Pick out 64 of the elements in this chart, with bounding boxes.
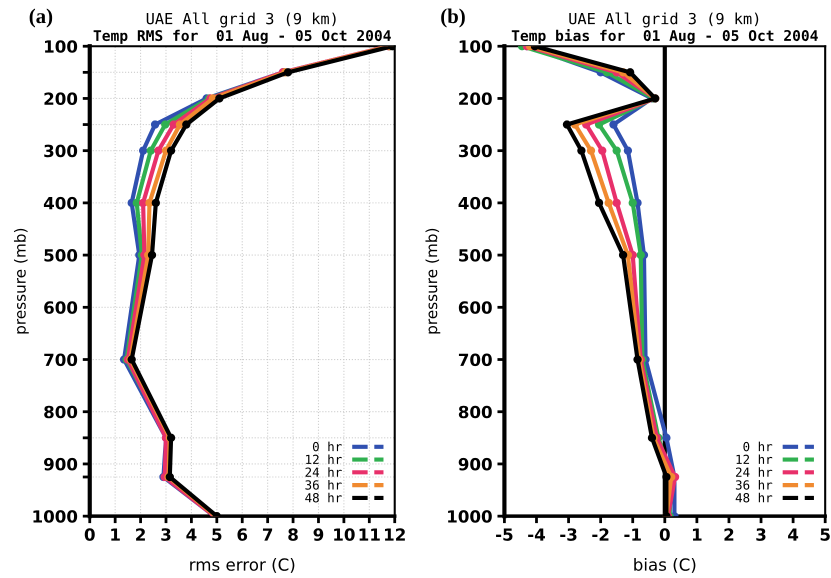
- legend-label: 48 hr: [736, 492, 772, 502]
- y-axis-title: pressure (mb): [14, 228, 29, 334]
- y-tick-label: 300: [44, 144, 78, 158]
- x-tick-label: 1: [692, 528, 702, 541]
- y-tick-label: 500: [459, 249, 492, 262]
- x-tick-label: 7: [262, 528, 272, 541]
- x-tick-label: -4: [528, 528, 545, 541]
- y-tick-label: 800: [44, 406, 78, 418]
- legend-label: 48 hr: [305, 492, 342, 502]
- x-tick-label: 11: [360, 528, 380, 541]
- y-tick-label: 400: [44, 196, 78, 210]
- legend-label: 24 hr: [736, 467, 772, 477]
- x-tick-label: 6: [237, 528, 248, 541]
- y-tick-label: 700: [44, 353, 78, 366]
- y-tick-label: 200: [44, 92, 78, 106]
- x-tick-label: 3: [756, 528, 766, 541]
- x-tick-label: 0: [660, 528, 670, 541]
- y-tick-label: 200: [459, 92, 492, 106]
- x-axis-title: rms error (C): [190, 558, 294, 573]
- x-tick-label: -5: [496, 528, 513, 541]
- x-tick-label: 2: [724, 528, 734, 541]
- legend-label: 0 hr: [312, 442, 342, 452]
- x-tick-label: 4: [788, 528, 798, 541]
- x-tick-label: -2: [592, 528, 608, 541]
- legend-label: 36 hr: [305, 480, 342, 490]
- y-tick-label: 600: [458, 301, 492, 314]
- x-tick-label: 2: [136, 528, 145, 541]
- x-tick-label: 5: [212, 528, 222, 541]
- y-tick-label: 100: [45, 40, 78, 53]
- y-axis-title: pressure (mb): [425, 228, 440, 334]
- legend-label: 0 hr: [743, 442, 772, 452]
- x-tick-label: 8: [288, 528, 298, 541]
- x-tick-label: -1: [624, 528, 641, 541]
- legend-label: 36 hr: [736, 480, 772, 490]
- x-tick-label: 4: [186, 528, 196, 541]
- text: (b): [441, 8, 465, 28]
- x-tick-label: 0: [84, 528, 95, 541]
- y-tick-label: 700: [458, 353, 492, 366]
- x-tick-label: 1: [111, 528, 120, 541]
- y-tick-label: 600: [44, 301, 78, 314]
- x-tick-label: 9: [314, 528, 324, 541]
- y-tick-label: 100: [460, 40, 492, 53]
- legend-label: 12 hr: [306, 454, 342, 464]
- y-tick-label: 800: [458, 406, 492, 418]
- y-tick-label: 1000: [448, 510, 492, 523]
- chart-title: UAE All grid 3 (9 km): [146, 12, 336, 28]
- x-axis-title: bias (C): [634, 558, 696, 573]
- legend-label: 24 hr: [306, 467, 342, 477]
- x-tick-label: 3: [161, 528, 170, 541]
- chart-subtitle: Temp bias for 01 Aug - 05 Oct 2004: [512, 29, 818, 44]
- legend-label: 12 hr: [736, 454, 772, 464]
- chart-title: UAE All grid 3 (9 km): [569, 12, 758, 28]
- x-tick-label: 12: [385, 528, 405, 541]
- chart-subtitle: Temp RMS for 01 Aug - 05 Oct 2004: [94, 30, 391, 44]
- x-tick-label: 5: [820, 528, 830, 541]
- y-tick-label: 1000: [33, 510, 78, 523]
- y-tick-label: 400: [458, 196, 492, 210]
- y-tick-label: 900: [44, 458, 78, 471]
- y-tick-label: 500: [44, 249, 78, 262]
- text: (a): [30, 8, 52, 28]
- x-tick-label: -3: [560, 528, 576, 541]
- x-tick-label: 10: [334, 528, 355, 541]
- y-tick-label: 300: [458, 144, 492, 158]
- y-tick-label: 900: [458, 458, 492, 471]
